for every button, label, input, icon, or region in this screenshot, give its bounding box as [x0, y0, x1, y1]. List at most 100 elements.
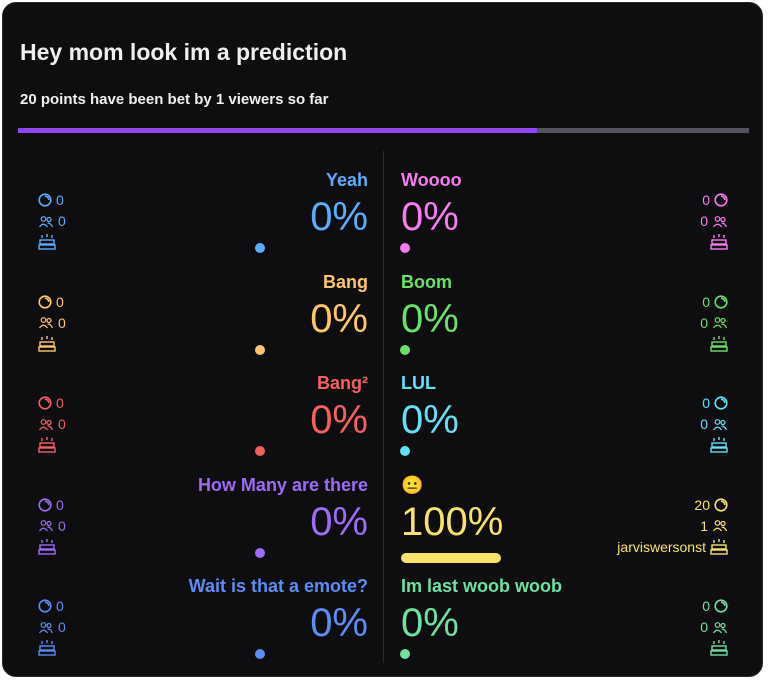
trophy-icon — [710, 437, 728, 453]
outcome-percent: 0% — [310, 398, 368, 442]
trophy-icon — [710, 335, 728, 352]
outcome-top-predictor-stat — [706, 640, 728, 656]
outcome-users-stat: 0 — [700, 213, 728, 229]
trophy-icon — [710, 538, 728, 555]
outcome-dot — [255, 649, 265, 659]
outcome-points-stat: 0 — [38, 192, 64, 208]
outcome-label: Im last woob woob — [401, 576, 562, 596]
outcome-users-value: 0 — [700, 314, 708, 331]
channel-points-icon — [714, 294, 728, 309]
outcome-users-value: 0 — [700, 619, 708, 635]
channel-points-icon — [38, 396, 52, 410]
outcome-points-value: 0 — [56, 395, 64, 411]
outcome-percent: 0% — [310, 195, 368, 239]
prediction-card: Hey mom look im a prediction 20 points h… — [2, 2, 763, 677]
outcome-users-stat: 1 — [700, 518, 728, 534]
outcome-percent: 0% — [401, 296, 459, 341]
outcome-top-predictor-value: jarviswersonst — [617, 538, 706, 555]
prediction-progress-fill — [18, 128, 537, 133]
outcome-left: Wait is that a emote? 0% 0 0 — [3, 574, 764, 674]
outcome-points-stat: 0 — [702, 395, 728, 411]
prediction-summary: 20 points have been bet by 1 viewers so … — [20, 91, 329, 108]
channel-points-icon — [38, 193, 52, 207]
outcome-dot — [400, 344, 410, 355]
outcome-right: Im last woob woob 0% 0 0 — [3, 574, 764, 674]
outcome-left: Bang² 0% 0 0 — [3, 371, 764, 471]
outcome-percent: 100% — [401, 499, 504, 544]
outcome-label: Bang — [323, 271, 368, 292]
prediction-title: Hey mom look im a prediction — [20, 39, 348, 65]
outcome-points-value: 0 — [702, 598, 710, 614]
users-icon — [38, 418, 54, 431]
outcome-label: LUL — [401, 373, 436, 393]
outcome-dot — [255, 446, 265, 456]
outcome-top-predictor-stat: jarviswersonst — [617, 538, 728, 555]
outcome-users-stat: 0 — [700, 315, 728, 331]
channel-points-icon — [38, 497, 52, 512]
outcome-label: Woooo — [401, 170, 462, 190]
outcome-points-value: 0 — [702, 293, 710, 310]
outcome-percent: 0% — [401, 398, 459, 442]
outcome-points-value: 0 — [56, 496, 64, 513]
outcome-dot — [400, 446, 410, 456]
trophy-icon — [38, 437, 56, 453]
outcome-points-value: 0 — [56, 293, 64, 310]
trophy-icon — [710, 640, 728, 656]
prediction-progress-track — [18, 128, 749, 133]
outcome-dot — [255, 344, 265, 355]
outcome-dot — [400, 243, 410, 253]
outcome-points-stat: 0 — [702, 294, 728, 310]
outcome-label: Wait is that a emote? — [188, 576, 368, 596]
outcome-label: Yeah — [325, 170, 368, 190]
outcome-users-stat: 0 — [38, 213, 66, 229]
outcome-left: How Many are there 0% 0 0 — [3, 473, 764, 573]
users-icon — [712, 316, 728, 329]
users-icon — [712, 418, 728, 431]
outcome-right: Woooo 0% 0 0 — [3, 168, 764, 268]
outcome-points-value: 0 — [702, 192, 710, 208]
outcome-label: Boom — [401, 271, 452, 292]
outcome-users-value: 0 — [58, 314, 66, 331]
outcome-left: Bang 0% 0 0 — [3, 270, 764, 370]
outcome-points-stat: 0 — [702, 192, 728, 208]
outcome-top-predictor-stat — [38, 538, 60, 555]
users-icon — [712, 519, 728, 532]
outcome-points-stat: 0 — [38, 294, 64, 310]
outcome-top-predictor-stat — [38, 234, 60, 250]
outcome-points-stat: 0 — [702, 598, 728, 614]
outcome-right: 😐 100% 20 1 jarviswersonst — [3, 473, 764, 573]
trophy-icon — [38, 234, 56, 250]
users-icon — [38, 621, 54, 634]
outcome-percent: 0% — [310, 601, 368, 645]
trophy-icon — [710, 234, 728, 250]
outcome-points-stat: 0 — [38, 497, 64, 513]
outcome-percent: 0% — [401, 601, 459, 645]
outcome-dot — [255, 547, 265, 558]
channel-points-icon — [38, 294, 52, 309]
outcome-users-value: 0 — [58, 517, 66, 534]
outcome-percent: 0% — [401, 195, 459, 239]
channel-points-icon — [714, 396, 728, 410]
outcome-top-predictor-stat — [706, 335, 728, 352]
outcome-users-stat: 0 — [38, 416, 66, 432]
outcome-left: Yeah 0% 0 0 — [3, 168, 764, 268]
channel-points-icon — [714, 497, 728, 512]
users-icon — [712, 215, 728, 228]
users-icon — [38, 519, 54, 532]
outcome-label: How Many are there — [197, 474, 368, 495]
outcome-users-value: 0 — [58, 416, 66, 432]
outcome-right: LUL 0% 0 0 — [3, 371, 764, 471]
outcome-points-stat: 20 — [694, 497, 728, 513]
users-icon — [712, 621, 728, 634]
trophy-icon — [38, 538, 56, 555]
outcome-users-value: 0 — [700, 416, 708, 432]
users-icon — [38, 215, 54, 228]
outcome-users-stat: 0 — [700, 416, 728, 432]
outcome-users-stat: 0 — [38, 619, 66, 635]
channel-points-icon — [714, 599, 728, 613]
outcome-points-value: 0 — [56, 192, 64, 208]
outcome-label: 😐 — [401, 474, 424, 495]
outcome-points-value: 0 — [702, 395, 710, 411]
outcome-right: Boom 0% 0 0 — [3, 270, 764, 370]
outcome-users-value: 0 — [700, 213, 708, 229]
